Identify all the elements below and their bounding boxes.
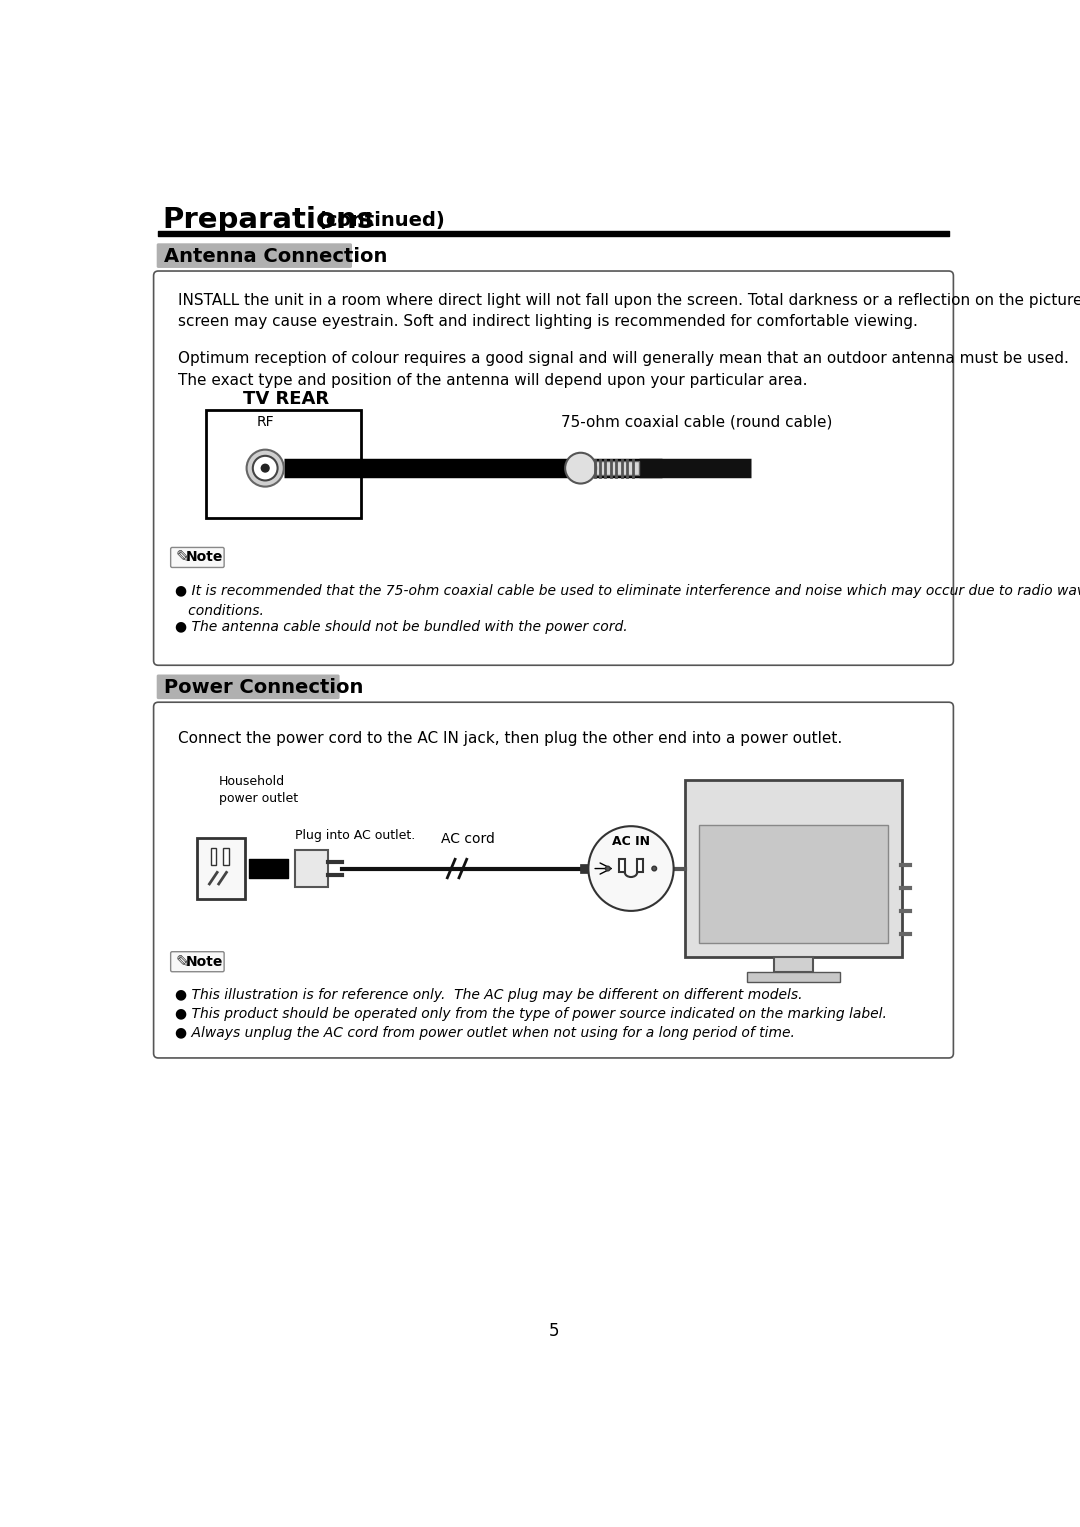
Bar xyxy=(774,957,813,973)
Text: RF: RF xyxy=(256,415,274,429)
Bar xyxy=(699,825,889,944)
Text: ✎: ✎ xyxy=(175,548,189,567)
Text: Preparations: Preparations xyxy=(162,206,375,234)
FancyBboxPatch shape xyxy=(157,675,339,699)
Bar xyxy=(637,858,644,872)
Circle shape xyxy=(589,826,674,912)
Text: ● The antenna cable should not be bundled with the power cord.: ● The antenna cable should not be bundle… xyxy=(175,620,627,634)
Text: Plug into AC outlet.: Plug into AC outlet. xyxy=(296,829,416,841)
Text: Optimum reception of colour requires a good signal and will generally mean that : Optimum reception of colour requires a g… xyxy=(177,351,1068,388)
Text: Note: Note xyxy=(186,550,224,565)
Text: INSTALL the unit in a room where direct light will not fall upon the screen. Tot: INSTALL the unit in a room where direct … xyxy=(177,293,1080,330)
Text: 75-ohm coaxial cable (round cable): 75-ohm coaxial cable (round cable) xyxy=(562,414,833,429)
Text: Household
power outlet: Household power outlet xyxy=(218,774,298,805)
Circle shape xyxy=(565,452,596,484)
Text: ● This illustration is for reference only.  The AC plug may be different on diff: ● This illustration is for reference onl… xyxy=(175,988,802,1002)
Bar xyxy=(747,973,840,982)
Text: AC IN: AC IN xyxy=(612,835,650,847)
Bar xyxy=(197,838,245,899)
FancyBboxPatch shape xyxy=(153,702,954,1058)
Text: Connect the power cord to the AC IN jack, then plug the other end into a power o: Connect the power cord to the AC IN jack… xyxy=(177,731,842,747)
Text: Power Connection: Power Connection xyxy=(164,678,364,698)
Text: (continued): (continued) xyxy=(318,211,445,229)
Text: AC cord: AC cord xyxy=(442,832,496,846)
Bar xyxy=(619,858,625,872)
FancyBboxPatch shape xyxy=(685,780,902,957)
FancyBboxPatch shape xyxy=(153,270,954,666)
Circle shape xyxy=(261,464,269,472)
Bar xyxy=(211,847,216,864)
Circle shape xyxy=(246,449,284,487)
Text: 5: 5 xyxy=(549,1321,558,1339)
Circle shape xyxy=(606,866,610,870)
Bar xyxy=(594,461,638,475)
Text: ● It is recommended that the 75-ohm coaxial cable be used to eliminate interfere: ● It is recommended that the 75-ohm coax… xyxy=(175,583,1080,597)
Text: Antenna Connection: Antenna Connection xyxy=(164,247,388,266)
Text: ● Always unplug the AC cord from power outlet when not using for a long period o: ● Always unplug the AC cord from power o… xyxy=(175,1026,795,1040)
FancyBboxPatch shape xyxy=(171,951,225,971)
Bar xyxy=(224,847,229,864)
Text: ● This product should be operated only from the type of power source indicated o: ● This product should be operated only f… xyxy=(175,1008,887,1022)
Bar xyxy=(296,851,328,887)
Circle shape xyxy=(253,457,278,481)
FancyBboxPatch shape xyxy=(171,548,225,568)
Bar xyxy=(206,411,362,518)
Text: ✎: ✎ xyxy=(175,953,189,971)
Text: TV REAR: TV REAR xyxy=(243,389,329,408)
Text: Note: Note xyxy=(186,954,224,968)
FancyBboxPatch shape xyxy=(157,243,352,267)
Text: conditions.: conditions. xyxy=(175,605,265,618)
Circle shape xyxy=(652,866,657,870)
